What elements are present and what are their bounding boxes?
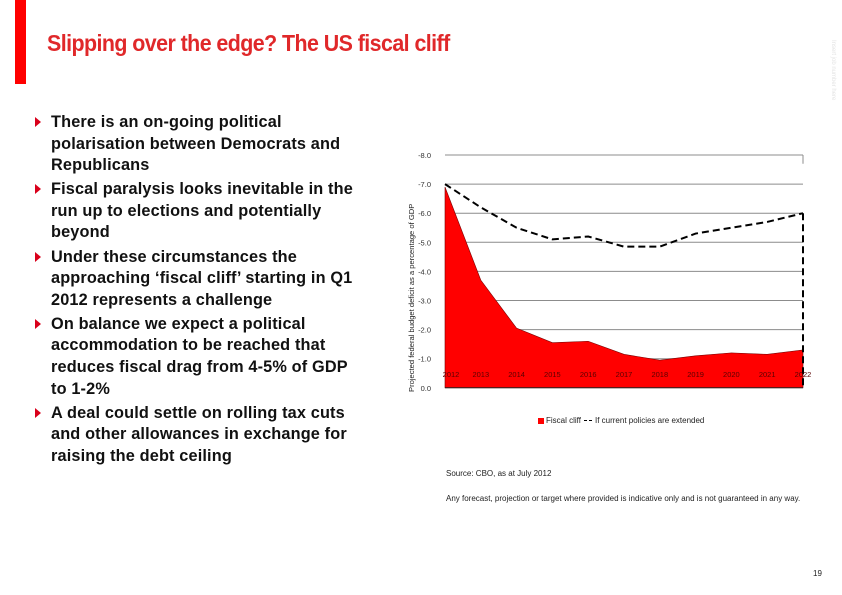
svg-text:-8.0: -8.0 <box>418 151 431 160</box>
svg-text:-2.0: -2.0 <box>418 326 431 335</box>
bullet-item: There is an on-going political polarisat… <box>33 112 363 177</box>
bullet-item: Under these circumstances the approachin… <box>33 247 363 312</box>
legend-label-fiscal-cliff: Fiscal cliff <box>546 416 581 425</box>
svg-text:2016: 2016 <box>580 370 597 379</box>
svg-text:2018: 2018 <box>651 370 668 379</box>
bullet-item: On balance we expect a political accommo… <box>33 314 363 400</box>
triangle-bullet-icon <box>35 251 41 262</box>
svg-text:0.0: 0.0 <box>421 384 431 393</box>
bullet-item: A deal could settle on rolling tax cuts … <box>33 403 363 468</box>
triangle-bullet-icon <box>35 318 41 329</box>
svg-text:-1.0: -1.0 <box>418 355 431 364</box>
bullet-list: There is an on-going political polarisat… <box>33 112 363 470</box>
chart-legend: Fiscal cliff If current policies are ext… <box>538 416 704 425</box>
legend-swatch-fiscal-cliff <box>538 417 544 424</box>
page-number: 19 <box>813 569 822 578</box>
svg-text:-4.0: -4.0 <box>418 267 431 276</box>
bullet-text: There is an on-going political polarisat… <box>51 113 341 175</box>
bullet-text: Fiscal paralysis looks inevitable in the… <box>51 180 353 242</box>
svg-text:-7.0: -7.0 <box>418 180 431 189</box>
svg-text:2017: 2017 <box>616 370 633 379</box>
bullet-text: On balance we expect a political accommo… <box>51 314 348 398</box>
deficit-chart: -8.0 -7.0 -6.0 -5.0 -4.0 -3.0 -2.0 -1.0 0.0 2012 2… <box>405 140 835 440</box>
slide-title: Slipping over the edge? The US fiscal cl… <box>47 30 450 56</box>
svg-text:2020: 2020 <box>723 370 740 379</box>
accent-bar <box>15 0 26 84</box>
svg-text:2021: 2021 <box>759 370 776 379</box>
triangle-bullet-icon <box>35 117 41 127</box>
triangle-bullet-icon <box>35 407 41 418</box>
bullet-text: A deal could settle on rolling tax cuts … <box>51 403 347 465</box>
bullet-item: Fiscal paralysis looks inevitable in the… <box>33 179 363 244</box>
svg-text:2019: 2019 <box>687 370 704 379</box>
svg-text:-3.0: -3.0 <box>418 297 431 306</box>
svg-text:2012: 2012 <box>443 370 460 379</box>
svg-text:2014: 2014 <box>508 370 525 379</box>
source-note: Source: CBO, as at July 2012 <box>446 469 552 478</box>
disclaimer: Any forecast, projection or target where… <box>446 494 801 503</box>
svg-text:-6.0: -6.0 <box>418 209 431 218</box>
triangle-bullet-icon <box>35 184 41 195</box>
svg-text:Projected federal budget defic: Projected federal budget deficit as a pe… <box>407 204 416 392</box>
legend-dash-line <box>583 420 592 421</box>
legend-label-current-policies: If current policies are extended <box>594 416 705 425</box>
bullet-text: Under these circumstances the approachin… <box>51 247 353 309</box>
svg-text:2022: 2022 <box>795 370 812 379</box>
chart-plot-area: -8.0 -7.0 -6.0 -5.0 -4.0 -3.0 -2.0 -1.0 0.0 2012 2… <box>418 151 812 393</box>
job-number-placeholder: Insert job number here <box>830 40 836 101</box>
y-axis-title: Projected federal budget deficit as a pe… <box>407 204 416 392</box>
svg-text:-5.0: -5.0 <box>418 238 431 247</box>
svg-text:2013: 2013 <box>472 370 489 379</box>
svg-text:2015: 2015 <box>544 370 561 379</box>
